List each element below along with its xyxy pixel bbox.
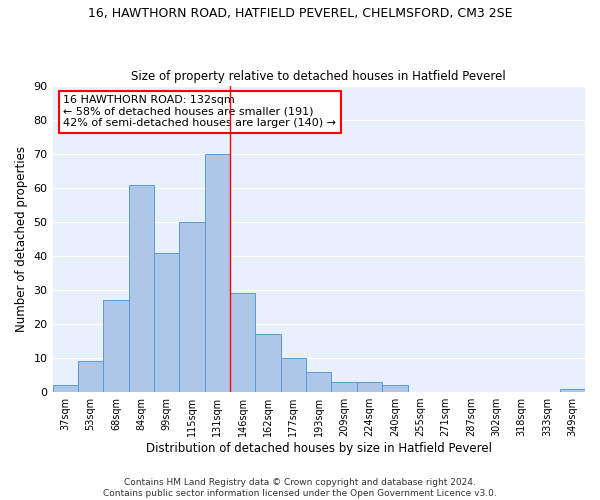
Bar [205, 154, 230, 392]
Bar [78, 362, 103, 392]
Bar [256, 334, 281, 392]
Bar [53, 386, 78, 392]
Bar [306, 372, 331, 392]
Bar [357, 382, 382, 392]
Bar [331, 382, 357, 392]
Bar [230, 294, 256, 392]
Bar [128, 184, 154, 392]
Text: 16, HAWTHORN ROAD, HATFIELD PEVEREL, CHELMSFORD, CM3 2SE: 16, HAWTHORN ROAD, HATFIELD PEVEREL, CHE… [88, 8, 512, 20]
Bar [154, 252, 179, 392]
Bar [179, 222, 205, 392]
Bar [103, 300, 128, 392]
Title: Size of property relative to detached houses in Hatfield Peverel: Size of property relative to detached ho… [131, 70, 506, 84]
Y-axis label: Number of detached properties: Number of detached properties [15, 146, 28, 332]
Text: 16 HAWTHORN ROAD: 132sqm
← 58% of detached houses are smaller (191)
42% of semi-: 16 HAWTHORN ROAD: 132sqm ← 58% of detach… [63, 95, 336, 128]
Bar [281, 358, 306, 392]
Bar [560, 388, 585, 392]
X-axis label: Distribution of detached houses by size in Hatfield Peverel: Distribution of detached houses by size … [146, 442, 492, 455]
Text: Contains HM Land Registry data © Crown copyright and database right 2024.
Contai: Contains HM Land Registry data © Crown c… [103, 478, 497, 498]
Bar [382, 386, 407, 392]
